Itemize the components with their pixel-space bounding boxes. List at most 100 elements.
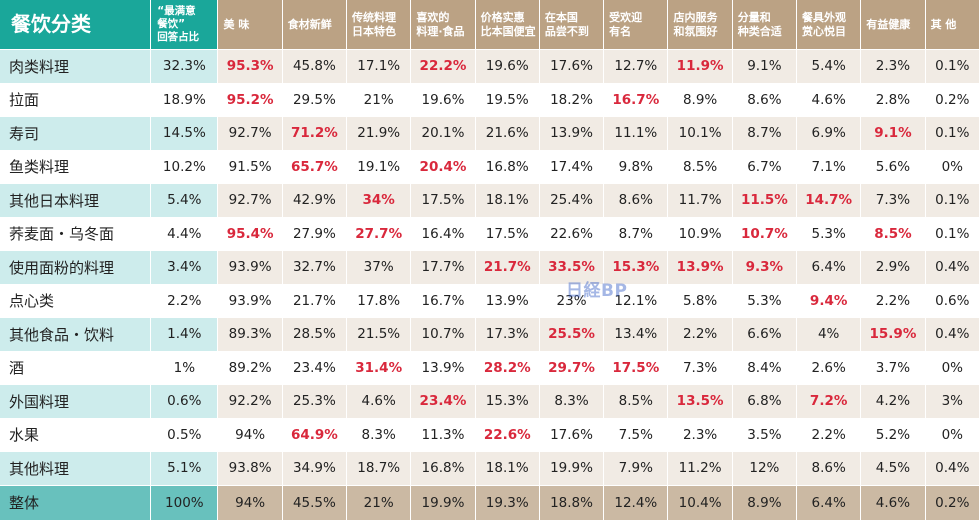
- table-body: 肉类料理 32.3% 95.3% 45.8% 17.1% 22.2% 19.6% 17.6% 1…: [0, 49, 980, 521]
- value-cell: 4.6%: [796, 83, 862, 117]
- value-cell: 12.1%: [603, 284, 669, 318]
- value-cell: 16.8%: [475, 150, 540, 184]
- value-cell: 6.4%: [796, 250, 862, 285]
- value-cell: 13.4%: [603, 317, 669, 352]
- header-row: 餐饮分类 “最满意 餐饮” 回答占比美 味食材新鲜 传统料理 日本特色 喜欢的 料理…: [0, 0, 980, 50]
- column-header: 价格实惠 比本国便宜: [475, 0, 540, 50]
- value-cell: 0.1%: [925, 49, 980, 84]
- table-row: 鱼类料理 10.2% 91.5% 65.7% 19.1% 20.4% 16.8% 17.4% 9…: [0, 150, 980, 184]
- value-cell: 34.9%: [282, 451, 348, 486]
- value-cell: 5.2%: [860, 418, 926, 452]
- share-cell: 14.5%: [150, 116, 219, 151]
- value-cell: 15.3%: [603, 250, 669, 285]
- value-cell: 18.2%: [539, 83, 605, 117]
- value-cell: 19.1%: [346, 150, 412, 184]
- value-cell: 29.5%: [282, 83, 348, 117]
- value-cell: 10.7%: [410, 317, 476, 352]
- value-cell: 13.9%: [475, 284, 540, 318]
- value-cell: 17.8%: [346, 284, 412, 318]
- table-row: 外国料理 0.6% 92.2% 25.3% 4.6% 23.4% 15.3% 8.3% 8.5%…: [0, 384, 980, 419]
- value-cell: 0.1%: [925, 183, 980, 218]
- table-row: 寿司 14.5% 92.7% 71.2% 21.9% 20.1% 21.6% 13.9% 11.…: [0, 116, 980, 151]
- value-cell: 17.5%: [475, 217, 540, 251]
- value-cell: 31.4%: [346, 351, 412, 385]
- value-cell: 14.7%: [796, 183, 862, 218]
- column-header: 餐具外观 赏心悦目: [796, 0, 862, 50]
- value-cell: 17.3%: [475, 317, 540, 352]
- value-cell: 13.9%: [410, 351, 476, 385]
- value-cell: 2.2%: [860, 284, 926, 318]
- value-cell: 8.6%: [796, 451, 862, 486]
- value-cell: 4.2%: [860, 384, 926, 419]
- value-cell: 45.8%: [282, 49, 348, 84]
- value-cell: 21.7%: [475, 250, 540, 285]
- value-cell: 42.9%: [282, 183, 348, 218]
- row-label: 肉类料理: [0, 49, 152, 84]
- row-label: 酒: [0, 351, 152, 385]
- value-cell: 93.9%: [217, 284, 283, 318]
- table-row: 其他日本料理 5.4% 92.7% 42.9% 34% 17.5% 18.1% 25.4% 8.…: [0, 183, 980, 218]
- value-cell: 95.3%: [217, 49, 283, 84]
- value-cell: 89.3%: [217, 317, 283, 352]
- value-cell: 8.3%: [346, 418, 412, 452]
- table-row: 其他料理 5.1% 93.8% 34.9% 18.7% 16.8% 18.1% 19.9% 7.…: [0, 451, 980, 486]
- total-value-cell: 12.4%: [603, 485, 669, 521]
- value-cell: 7.2%: [796, 384, 862, 419]
- value-cell: 9.1%: [860, 116, 926, 151]
- total-share-cell: 100%: [150, 485, 219, 521]
- share-cell: 5.4%: [150, 183, 219, 218]
- value-cell: 13.5%: [667, 384, 733, 419]
- value-cell: 11.5%: [732, 183, 798, 218]
- value-cell: 64.9%: [282, 418, 348, 452]
- value-cell: 7.3%: [667, 351, 733, 385]
- share-cell: 32.3%: [150, 49, 219, 84]
- value-cell: 27.7%: [346, 217, 412, 251]
- share-cell: 3.4%: [150, 250, 219, 285]
- value-cell: 11.3%: [410, 418, 476, 452]
- column-header: 分量和 种类合适: [732, 0, 798, 50]
- total-value-cell: 10.4%: [667, 485, 733, 521]
- value-cell: 23.4%: [410, 384, 476, 419]
- total-value-cell: 19.3%: [475, 485, 540, 521]
- value-cell: 95.2%: [217, 83, 283, 117]
- total-value-cell: 94%: [217, 485, 283, 521]
- value-cell: 22.6%: [475, 418, 540, 452]
- value-cell: 25.4%: [539, 183, 605, 218]
- value-cell: 12.7%: [603, 49, 669, 84]
- value-cell: 17.6%: [539, 418, 605, 452]
- value-cell: 23.4%: [282, 351, 348, 385]
- value-cell: 8.3%: [539, 384, 605, 419]
- value-cell: 93.8%: [217, 451, 283, 486]
- total-value-cell: 19.9%: [410, 485, 476, 521]
- table-row: 水果 0.5% 94% 64.9% 8.3% 11.3% 22.6% 17.6% 7.5% 2.3…: [0, 418, 980, 452]
- value-cell: 16.4%: [410, 217, 476, 251]
- value-cell: 7.3%: [860, 183, 926, 218]
- value-cell: 10.7%: [732, 217, 798, 251]
- row-label: 水果: [0, 418, 152, 452]
- value-cell: 94%: [217, 418, 283, 452]
- value-cell: 4.5%: [860, 451, 926, 486]
- value-cell: 0%: [925, 351, 980, 385]
- value-cell: 17.4%: [539, 150, 605, 184]
- row-label: 鱼类料理: [0, 150, 152, 184]
- value-cell: 32.7%: [282, 250, 348, 285]
- value-cell: 4.6%: [346, 384, 412, 419]
- value-cell: 19.6%: [410, 83, 476, 117]
- share-cell: 1.4%: [150, 317, 219, 352]
- share-cell: 10.2%: [150, 150, 219, 184]
- share-cell: 1%: [150, 351, 219, 385]
- value-cell: 18.1%: [475, 183, 540, 218]
- value-cell: 17.6%: [539, 49, 605, 84]
- total-label: 整体: [0, 485, 152, 521]
- value-cell: 9.8%: [603, 150, 669, 184]
- value-cell: 6.6%: [732, 317, 798, 352]
- table-row: 使用面粉的料理 3.4% 93.9% 32.7% 37% 17.7% 21.7% 33.5% 1…: [0, 250, 980, 285]
- value-cell: 34%: [346, 183, 412, 218]
- value-cell: 71.2%: [282, 116, 348, 151]
- value-cell: 3%: [925, 384, 980, 419]
- row-label: 点心类: [0, 284, 152, 318]
- value-cell: 0.4%: [925, 451, 980, 486]
- value-cell: 0.4%: [925, 317, 980, 352]
- value-cell: 11.7%: [667, 183, 733, 218]
